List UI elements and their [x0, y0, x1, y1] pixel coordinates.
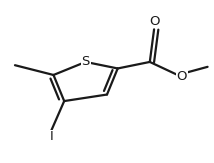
Text: O: O — [149, 15, 159, 28]
Text: O: O — [177, 70, 187, 83]
Text: S: S — [81, 55, 90, 68]
Text: I: I — [49, 130, 53, 143]
